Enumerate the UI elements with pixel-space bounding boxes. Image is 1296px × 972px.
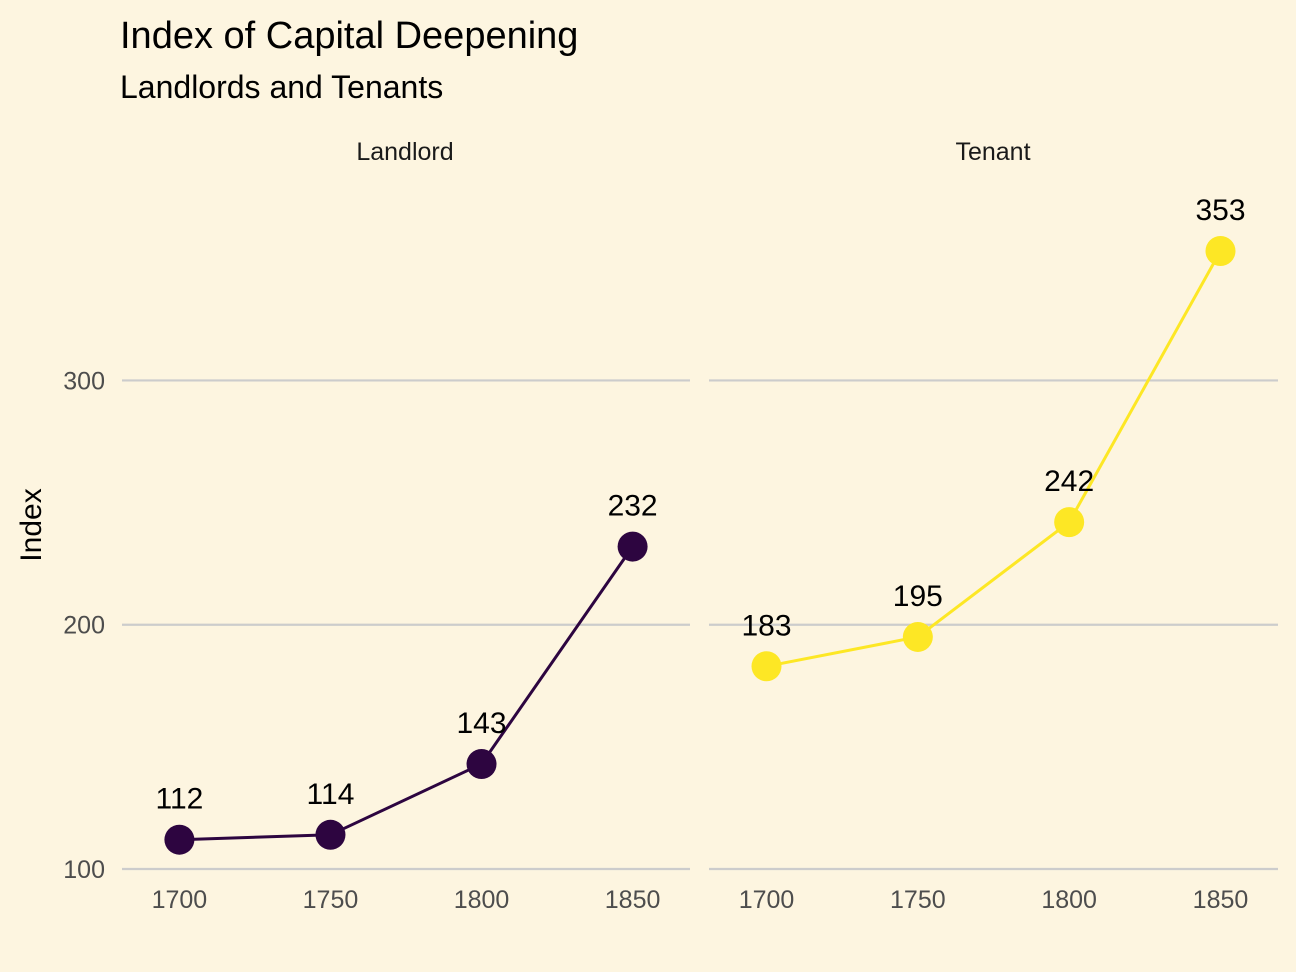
series-points-landlord (164, 531, 648, 855)
data-point-landlord-1750 (315, 819, 346, 850)
data-point-landlord-1700 (164, 824, 195, 855)
data-point-tenant-1850 (1205, 236, 1236, 266)
x-axis-ticks-tenant: 1700 1750 1800 1850 (739, 886, 1249, 914)
data-point-tenant-1700 (751, 651, 782, 682)
data-labels-landlord: 112 114 143 232 (155, 490, 657, 816)
x-axis-ticks-landlord: 1700 1750 1800 1850 (152, 886, 661, 914)
data-label-tenant-1800: 242 (1044, 465, 1094, 498)
x-tick-label-landlord-1700: 1700 (152, 886, 208, 914)
facet-strip-label-tenant: Tenant (955, 138, 1030, 166)
series-points-tenant (751, 236, 1236, 682)
gridlines-tenant (709, 379, 1278, 871)
facet-strip-label-landlord: Landlord (356, 138, 453, 166)
gridlines-landlord (122, 379, 690, 871)
data-label-tenant-1750: 195 (893, 580, 943, 613)
series-line-landlord (179, 545, 634, 842)
y-tick-label-300: 300 (63, 367, 105, 395)
data-label-landlord-1850: 232 (608, 490, 658, 523)
x-tick-label-landlord-1750: 1750 (303, 886, 359, 914)
data-point-tenant-1750 (902, 621, 933, 652)
facet-panel-tenant: Tenant 183 195 242 353 1700 1750 1800 1850 (709, 138, 1278, 914)
y-tick-label-100: 100 (63, 856, 105, 884)
data-point-landlord-1800 (466, 748, 497, 779)
y-axis-title: Index (15, 488, 48, 561)
chart-title: Index of Capital Deepening (120, 15, 578, 57)
data-label-landlord-1750: 114 (307, 778, 355, 811)
x-tick-label-tenant-1850: 1850 (1193, 886, 1249, 914)
data-point-landlord-1850 (617, 531, 648, 562)
data-label-tenant-1700: 183 (741, 609, 791, 642)
data-label-landlord-1700: 112 (155, 783, 203, 816)
chart-subtitle: Landlords and Tenants (120, 69, 443, 105)
x-tick-label-tenant-1800: 1800 (1041, 886, 1097, 914)
data-label-landlord-1800: 143 (457, 707, 507, 740)
facet-panel-landlord: Landlord 112 114 143 232 1700 1750 1800 1850 (122, 138, 690, 914)
x-tick-label-tenant-1700: 1700 (739, 886, 795, 914)
data-point-tenant-1800 (1054, 507, 1085, 538)
x-tick-label-tenant-1750: 1750 (890, 886, 946, 914)
x-tick-label-landlord-1850: 1850 (605, 886, 661, 914)
x-tick-label-landlord-1800: 1800 (454, 886, 510, 914)
y-tick-label-200: 200 (63, 612, 105, 640)
data-label-tenant-1850: 353 (1195, 194, 1245, 227)
data-labels-tenant: 183 195 242 353 (741, 194, 1245, 642)
y-axis-ticks: 100 200 300 (63, 367, 105, 884)
series-line-tenant (766, 250, 1222, 668)
